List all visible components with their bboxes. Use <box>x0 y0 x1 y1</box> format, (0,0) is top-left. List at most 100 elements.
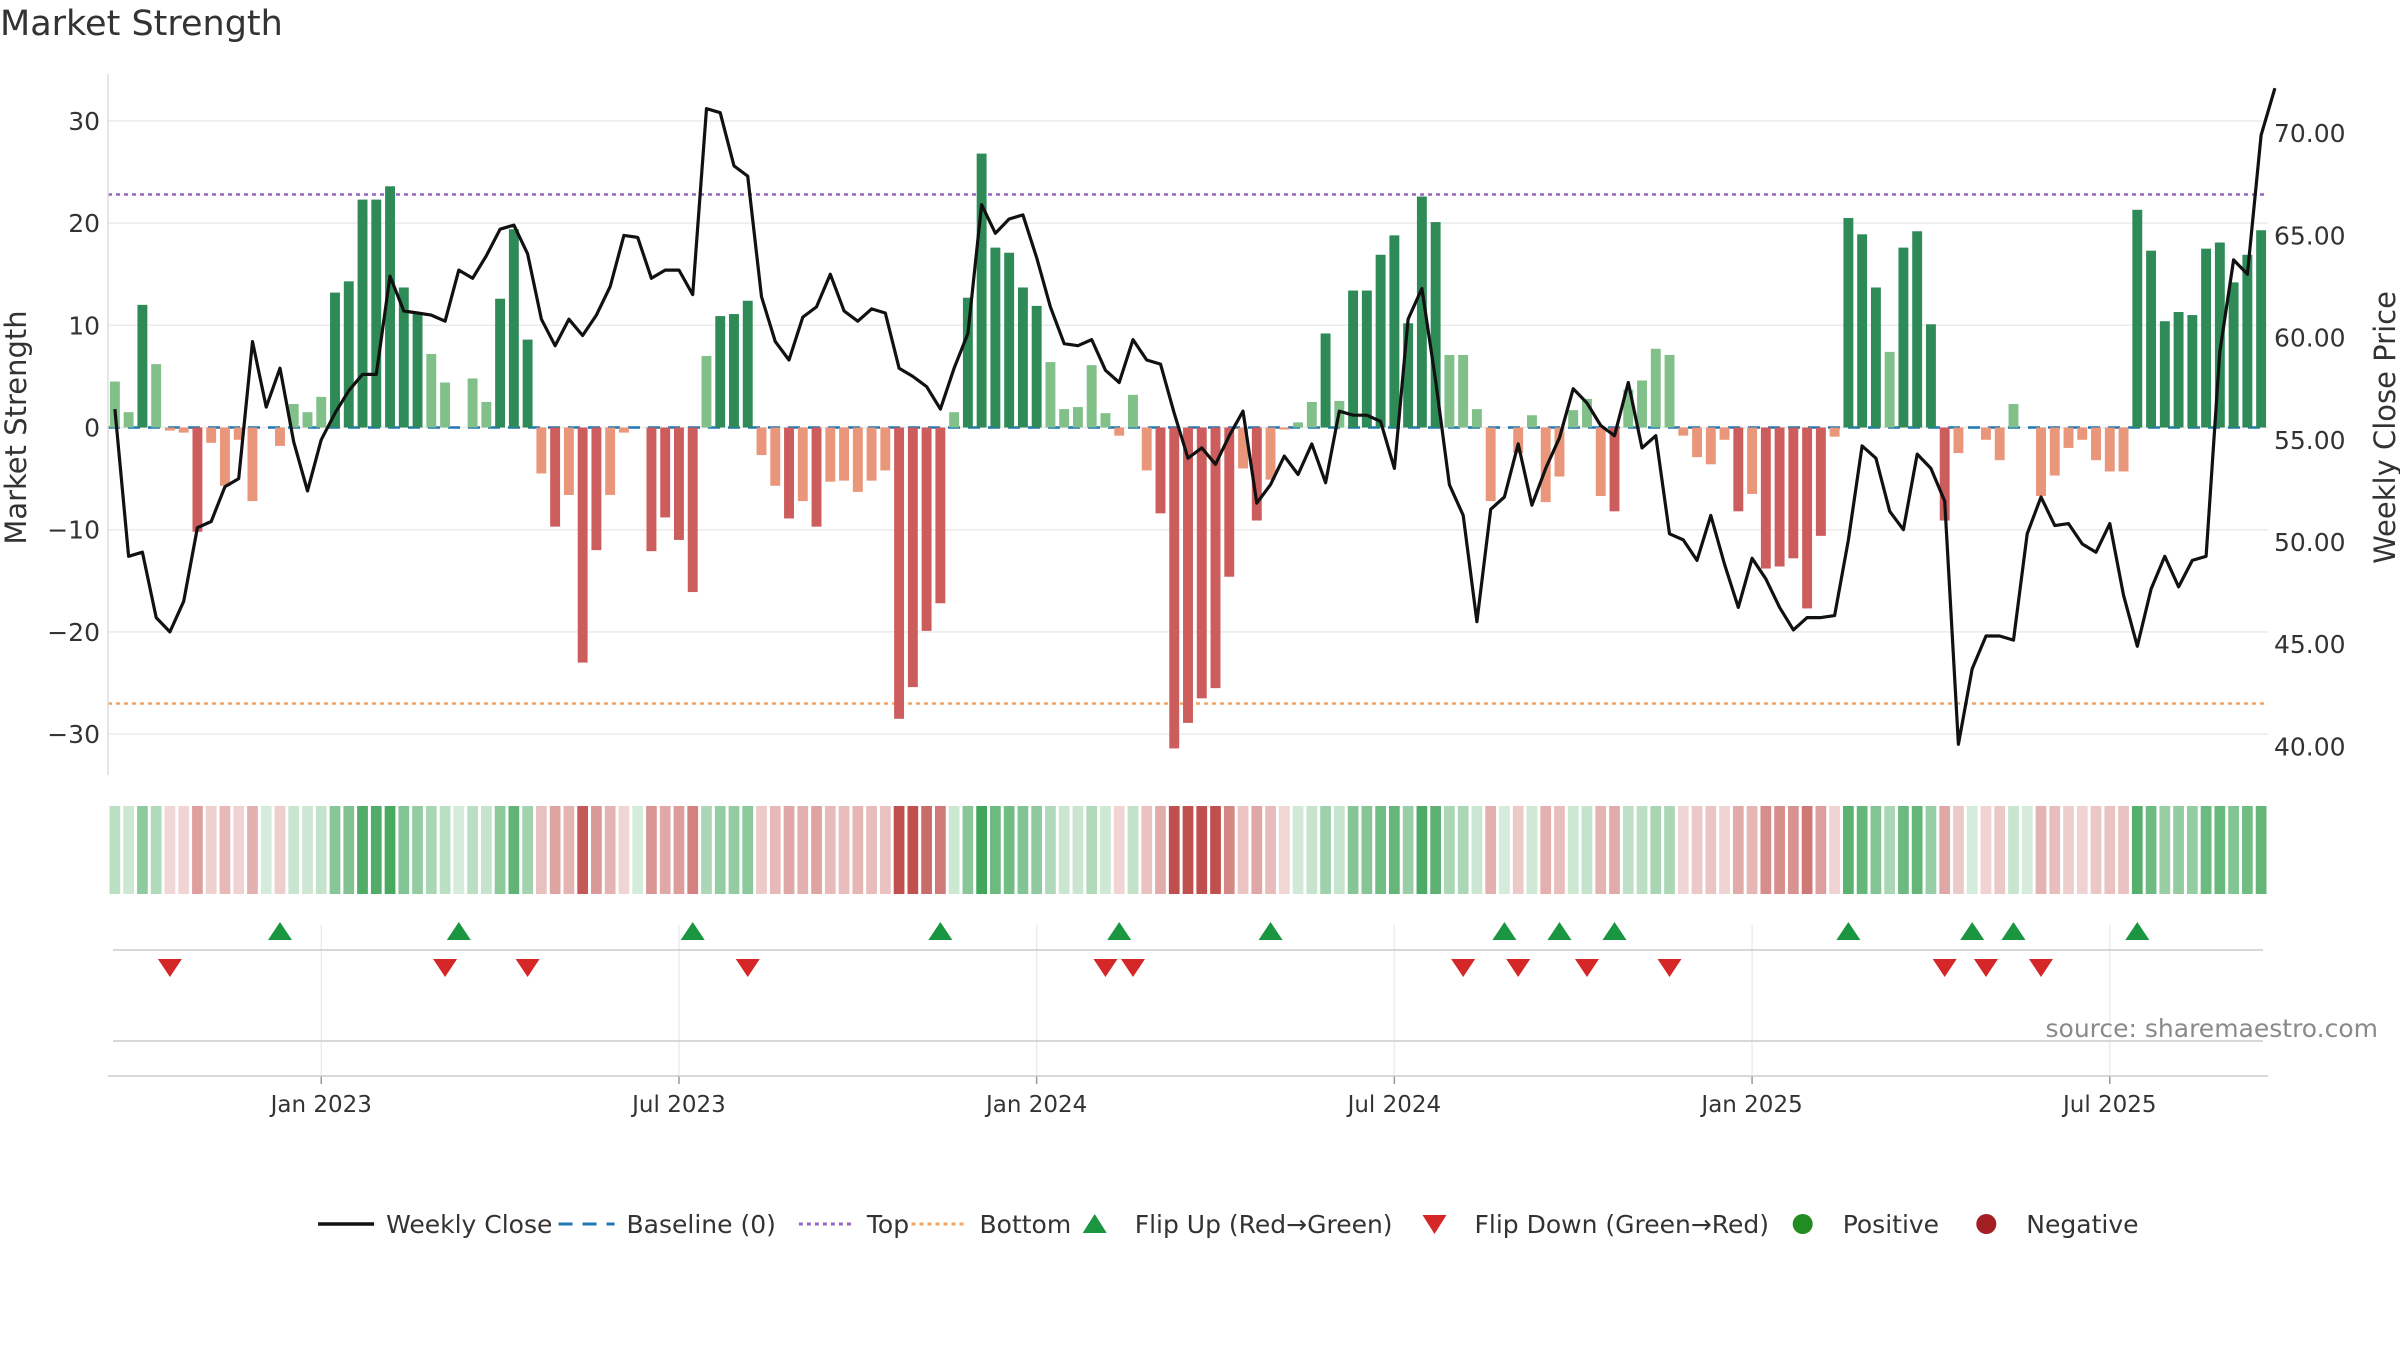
heat-cell <box>1966 806 1978 894</box>
heat-cell <box>1196 806 1208 894</box>
heat-cell <box>2131 806 2143 894</box>
heat-cell <box>1444 806 1455 894</box>
heat-cell <box>109 806 121 894</box>
flip-down-marker <box>1657 959 1682 977</box>
strength-bar <box>1802 427 1813 609</box>
heat-cell <box>1251 806 1263 894</box>
strength-bar <box>1251 427 1262 521</box>
heat-cell <box>1155 806 1166 894</box>
heat-cell <box>1210 806 1221 894</box>
strength-bar <box>1128 394 1138 428</box>
strength-bar <box>1582 398 1592 428</box>
heat-cell <box>2200 806 2212 894</box>
strength-bar <box>357 199 368 428</box>
strength-bar <box>2008 403 2019 428</box>
heat-cell <box>934 806 946 894</box>
strength-bar <box>1939 427 1950 521</box>
legend-swatch-flip-down <box>1422 1215 1447 1234</box>
heat-cell <box>646 806 657 894</box>
close-line-layer <box>113 87 2277 746</box>
strength-bar <box>343 281 354 428</box>
strength-bar <box>1705 427 1716 465</box>
heat-cell <box>2255 806 2267 894</box>
legend: Weekly Close Baseline (0) Top Bottom Flip Up… <box>318 1210 2139 1239</box>
heat-cell <box>728 806 740 894</box>
heat-cell <box>1801 806 1813 894</box>
strength-bar <box>2063 427 2074 448</box>
strength-bar <box>1953 427 1964 454</box>
strength-bar <box>1416 196 1427 428</box>
strength-bar <box>398 287 409 428</box>
strength-bar <box>440 382 451 428</box>
heat-cell <box>260 806 272 894</box>
heat-cell <box>1815 806 1827 894</box>
heat-cell <box>1622 806 1634 894</box>
heat-cell <box>2090 806 2102 894</box>
heat-cell <box>1127 806 1139 894</box>
heat-cell <box>701 806 712 894</box>
strength-bar <box>2132 209 2143 428</box>
legend-label: Flip Down (Green→Red) <box>1475 1210 1770 1239</box>
strength-bar <box>302 412 313 428</box>
heat-cell <box>205 806 217 894</box>
y-tick-label: 10 <box>68 311 100 340</box>
flip-up-marker <box>1547 922 1572 940</box>
y2-tick-label: 40.00 <box>2274 732 2346 761</box>
heat-cell <box>1732 806 1744 894</box>
heat-cell <box>907 806 919 894</box>
strength-bar <box>2228 282 2239 428</box>
heat-cell <box>1677 806 1689 894</box>
strength-bar <box>2242 254 2253 428</box>
heat-cell <box>1003 806 1015 894</box>
heat-cell <box>2049 806 2061 894</box>
legend-label: Top <box>866 1210 909 1239</box>
strength-bar <box>577 427 588 663</box>
strength-bar <box>1526 415 1537 428</box>
heat-cell <box>1567 806 1579 894</box>
heat-cell <box>2186 806 2198 894</box>
strength-bar <box>1348 290 1359 428</box>
legend-label: Positive <box>1843 1210 1939 1239</box>
source-note: source: sharemaestro.com <box>2045 1014 2379 1043</box>
strength-bar <box>2159 321 2170 428</box>
flip-up-marker <box>2125 922 2150 940</box>
strength-bar <box>2036 427 2046 496</box>
legend-item: Top <box>798 1210 909 1239</box>
strength-bar <box>1554 427 1565 477</box>
heat-cell <box>756 806 767 894</box>
strength-bar <box>921 427 932 631</box>
heat-cell <box>1416 806 1428 894</box>
heat-cell <box>1278 806 1290 894</box>
heat-cell <box>2241 806 2253 894</box>
heat-cell <box>1911 806 1923 894</box>
heat-cell <box>632 806 644 894</box>
heat-cell <box>1471 806 1483 894</box>
strength-bar <box>1306 401 1317 428</box>
heat-cell <box>1512 806 1524 894</box>
heat-cell <box>673 806 685 894</box>
strength-bar <box>962 297 973 428</box>
strength-bar <box>880 427 891 471</box>
strength-bar <box>1196 427 1207 699</box>
strength-bar <box>288 403 299 428</box>
heat-cell <box>1292 806 1304 894</box>
legend-item: Flip Up (Red→Green) <box>1082 1210 1393 1239</box>
heat-cell <box>1100 806 1111 894</box>
strength-bar <box>1430 222 1441 428</box>
strength-bar <box>2201 248 2212 428</box>
heat-cell <box>948 806 960 894</box>
strength-bar <box>618 427 629 433</box>
strength-bar <box>1568 410 1579 428</box>
strength-bar <box>1692 427 1702 458</box>
strength-bar <box>123 412 134 428</box>
heat-cell <box>714 806 726 894</box>
strength-bar <box>1004 252 1015 428</box>
heat-cell <box>2063 806 2074 894</box>
heat-cell <box>329 806 341 894</box>
heat-cell <box>1223 806 1235 894</box>
heat-cell <box>219 806 231 894</box>
heat-cell <box>1760 806 1772 894</box>
heat-cell <box>467 806 478 894</box>
strength-bar <box>1595 427 1606 496</box>
